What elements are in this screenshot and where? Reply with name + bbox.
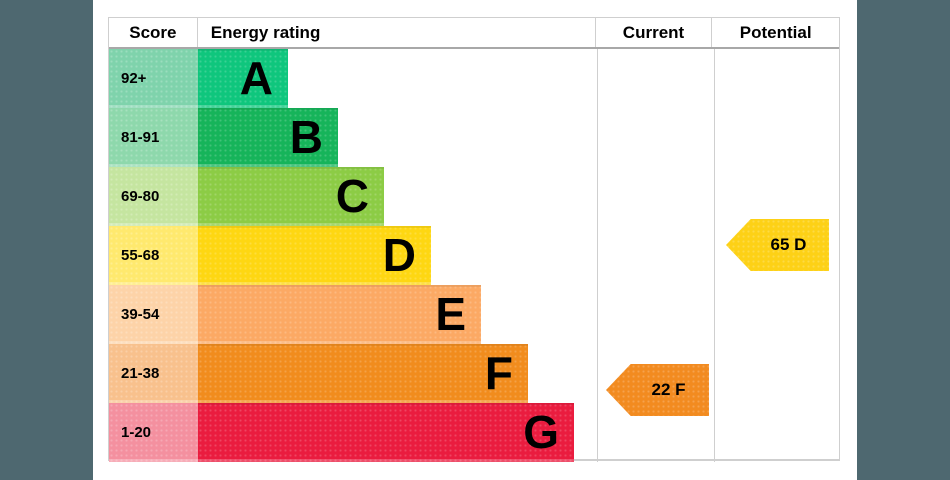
column-divider-current [597,49,598,462]
band-rows: 92+ A 81-91 B 69-80 C 55-68 D 39-54 E 21… [109,49,839,462]
potential-rating-arrow: 65 D [726,219,829,271]
band-bar-b: B [198,108,338,167]
current-rating-arrow: 22 F [606,364,709,416]
right-background-band [857,0,950,480]
band-bar-c: C [198,167,384,226]
band-row-g: 1-20 G [109,403,839,462]
score-range-cell: 81-91 [109,108,198,167]
header-energy-rating: Energy rating [198,18,596,47]
score-range-cell: 55-68 [109,226,198,285]
header-current: Current [596,18,713,47]
score-range-cell: 92+ [109,49,198,108]
band-row-b: 81-91 B [109,108,839,167]
band-row-f: 21-38 F [109,344,839,403]
epc-rating-table: Score Energy rating Current Potential 92… [108,17,840,462]
header-potential: Potential [739,23,812,42]
score-range-cell: 1-20 [109,403,198,462]
left-background-band [0,0,93,480]
band-row-d: 55-68 D [109,226,839,285]
score-range-cell: 69-80 [109,167,198,226]
score-range-cell: 21-38 [109,344,198,403]
band-bar-g: G [198,403,574,462]
band-row-e: 39-54 E [109,285,839,344]
score-range-cell: 39-54 [109,285,198,344]
column-divider-potential [714,49,715,462]
band-bar-f: F [198,344,528,403]
band-row-c: 69-80 C [109,167,839,226]
band-row-a: 92+ A [109,49,839,108]
epc-chart-area: Score Energy rating Current Potential 92… [93,0,857,480]
table-header-row: Score Energy rating Current Potential [109,18,839,49]
header-score: Score [109,18,198,47]
band-bar-e: E [198,285,481,344]
band-bar-a: A [198,49,288,108]
band-bar-d: D [198,226,431,285]
